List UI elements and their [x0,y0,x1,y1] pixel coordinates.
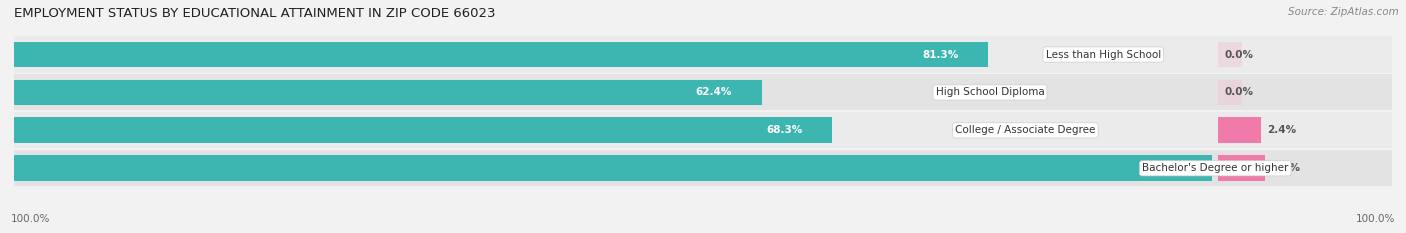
Text: High School Diploma: High School Diploma [935,87,1045,97]
Text: College / Associate Degree: College / Associate Degree [955,125,1095,135]
Bar [14,117,832,143]
Bar [14,74,1392,110]
Text: Bachelor's Degree or higher: Bachelor's Degree or higher [1142,163,1288,173]
Text: 62.4%: 62.4% [696,87,731,97]
Bar [1218,155,1265,181]
Bar [14,150,1392,186]
Bar [14,112,1392,148]
Bar [14,42,988,67]
Bar [1218,42,1241,67]
Text: 2.6%: 2.6% [1271,163,1301,173]
Text: EMPLOYMENT STATUS BY EDUCATIONAL ATTAINMENT IN ZIP CODE 66023: EMPLOYMENT STATUS BY EDUCATIONAL ATTAINM… [14,7,495,20]
Text: 100.0%: 100.0% [1139,163,1182,173]
Text: 0.0%: 0.0% [1225,49,1253,59]
Bar [14,155,1212,181]
Bar [1218,117,1261,143]
Bar [14,79,762,105]
Text: 68.3%: 68.3% [766,125,803,135]
Text: 81.3%: 81.3% [922,49,959,59]
Text: 2.4%: 2.4% [1267,125,1296,135]
Text: Less than High School: Less than High School [1046,49,1161,59]
Bar [1218,79,1241,105]
Bar [14,37,1392,72]
Text: Source: ZipAtlas.com: Source: ZipAtlas.com [1288,7,1399,17]
Text: 100.0%: 100.0% [1355,214,1395,224]
Text: 100.0%: 100.0% [11,214,51,224]
Text: 0.0%: 0.0% [1225,87,1253,97]
